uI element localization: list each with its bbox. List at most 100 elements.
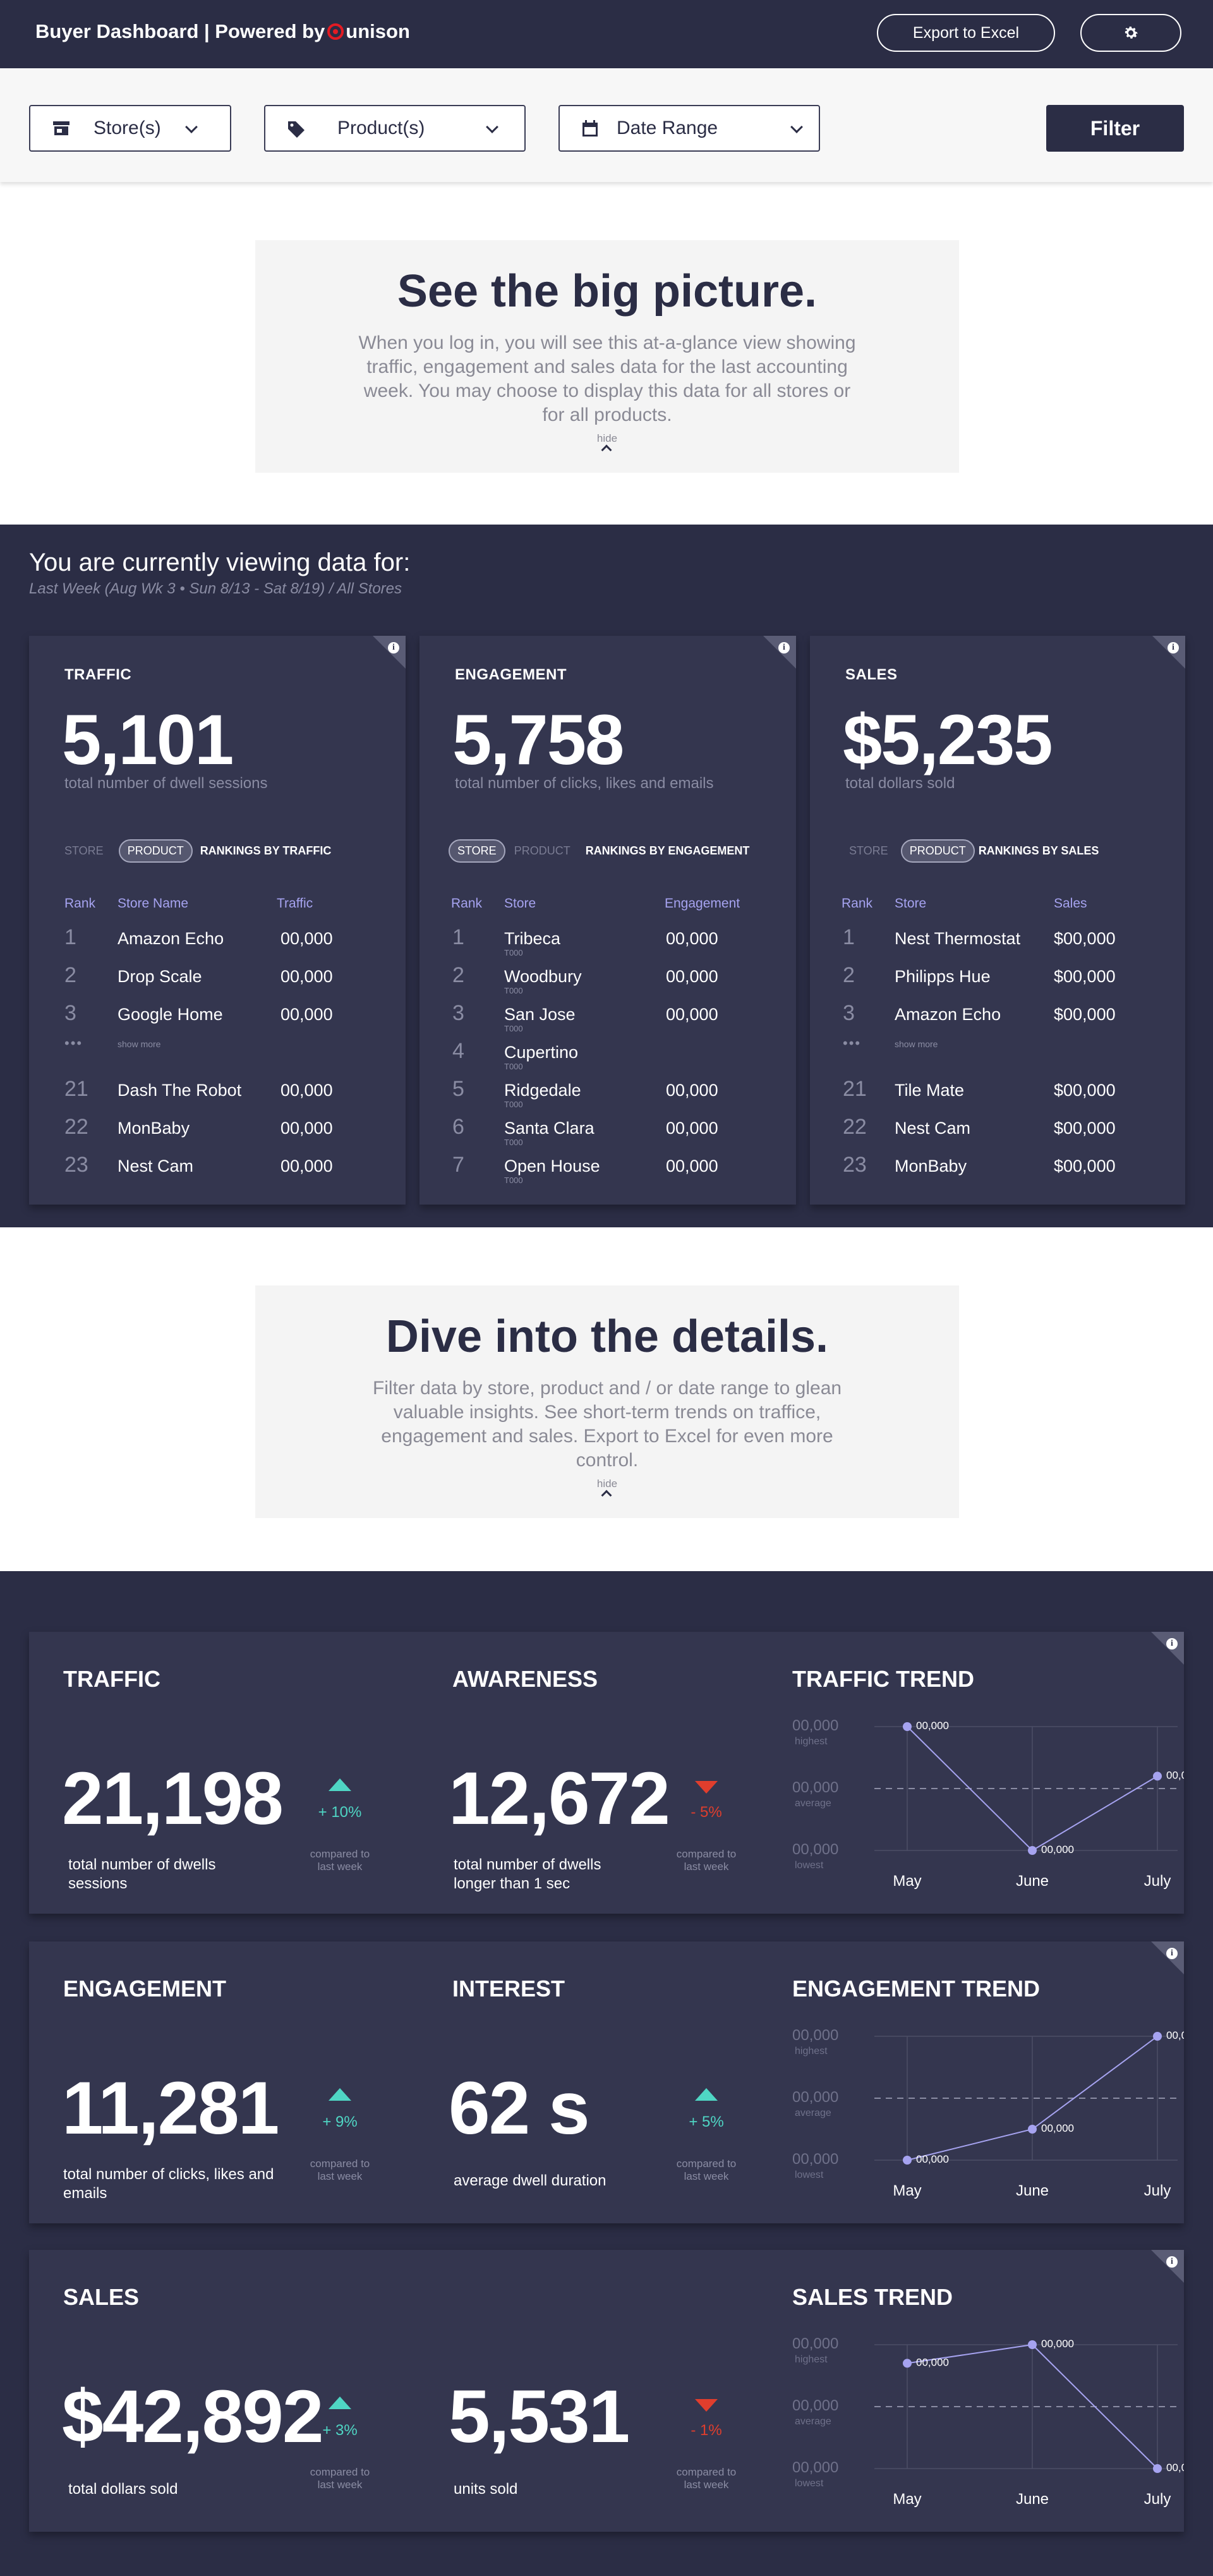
date-range-select[interactable]: Date Range: [558, 105, 820, 152]
metric-value: $42,892: [62, 2375, 324, 2458]
traffic-detail-card: i TRAFFIC 21,198 total number of dwells …: [29, 1632, 1184, 1914]
info-icon[interactable]: i: [1166, 1638, 1178, 1649]
toggle-store[interactable]: STORE: [849, 844, 888, 857]
trend-point: [1153, 2464, 1162, 2473]
row-name: Tile Mate: [895, 1081, 965, 1100]
chevron-down-icon: [185, 121, 198, 133]
row-name: Google Home: [118, 1005, 223, 1024]
row-rank: 2: [843, 963, 855, 987]
chevron-up-icon[interactable]: [601, 444, 612, 456]
store-code: T000: [504, 986, 523, 995]
compared-label: compared to last week: [310, 2158, 370, 2182]
metric-title: SALES: [63, 2284, 140, 2310]
chevron-up-icon[interactable]: [601, 1490, 612, 1501]
row-value: 00,000: [281, 929, 333, 948]
metric-title: INTEREST: [452, 1976, 565, 2002]
row-name: Philipps Hue: [895, 967, 991, 986]
card-title: TRAFFIC: [64, 666, 132, 683]
card-corner: [1151, 2250, 1184, 2283]
row-value: 00,000: [666, 929, 718, 948]
change-percent: - 1%: [691, 2422, 722, 2439]
show-more-link[interactable]: show more: [118, 1039, 161, 1049]
engagement-detail-card: i ENGAGEMENT 11,281 total number of clic…: [29, 1941, 1184, 2223]
filter-button[interactable]: Filter: [1046, 105, 1184, 152]
row-value: 00,000: [666, 1081, 718, 1100]
change-percent: + 5%: [689, 2113, 724, 2130]
info-icon[interactable]: i: [1168, 642, 1179, 653]
row-value: $00,000: [1054, 967, 1116, 986]
metric-title: ENGAGEMENT: [63, 1976, 227, 2002]
date-range-label: Date Range: [617, 118, 718, 138]
hide-link[interactable]: hide: [596, 1478, 618, 1490]
row-name: Amazon Echo: [118, 929, 224, 948]
product-select-label: Product(s): [337, 118, 425, 138]
info-icon[interactable]: i: [388, 642, 399, 653]
trend-up-icon: [329, 1778, 351, 1791]
store-code: T000: [504, 1062, 523, 1071]
product-select[interactable]: Product(s): [264, 105, 526, 152]
toggle-store[interactable]: STORE: [64, 844, 104, 857]
y-axis-value: 00,000: [792, 2027, 838, 2044]
change-percent: - 5%: [691, 1804, 722, 1821]
metric-value: 11,281: [62, 2067, 279, 2150]
export-label: Export to Excel: [912, 23, 1020, 42]
col-rank: Rank: [842, 896, 873, 911]
toggle-store[interactable]: STORE: [449, 839, 505, 863]
row-value: 00,000: [281, 967, 333, 986]
export-to-excel-button[interactable]: Export to Excel: [877, 14, 1055, 52]
brand-logo-text: unison: [346, 20, 410, 42]
row-value: $00,000: [1054, 1157, 1116, 1176]
metric-description: total number of dwells sessions: [68, 1856, 216, 1892]
hide-link[interactable]: hide: [596, 432, 618, 444]
store-code: T000: [504, 1100, 523, 1109]
toggle-product[interactable]: PRODUCT: [118, 839, 193, 863]
y-axis-value: 00,000: [792, 1779, 838, 1796]
row-value: 00,000: [666, 967, 718, 986]
store-code: T000: [504, 1176, 523, 1185]
x-axis-label: June: [1016, 1873, 1049, 1890]
rank-toggle: STORE PRODUCT RANKINGS BY SALES: [849, 837, 1099, 865]
info-icon[interactable]: i: [1166, 2256, 1178, 2268]
x-axis-label: May: [893, 2491, 921, 2508]
card-corner: [1151, 1632, 1184, 1665]
tag-icon: [288, 121, 305, 138]
row-value: 00,000: [666, 1157, 718, 1176]
row-rank: 3: [843, 1001, 855, 1025]
trend-svg: 00,000 highest 00,000 average 00,000 lowest Ma…: [792, 2027, 1184, 2199]
metric-description: total number of clicks, likes and emails: [63, 2166, 274, 2202]
toggle-product[interactable]: PRODUCT: [900, 839, 975, 863]
x-axis-label: June: [1016, 2491, 1049, 2508]
trend-svg: 00,000 highest 00,000 average 00,000 lowest Ma…: [792, 1717, 1184, 1890]
x-axis-label: July: [1144, 2491, 1171, 2508]
metric-value: 62 s: [449, 2067, 590, 2150]
sales-summary-card: i SALES $5,235 total dollars sold STORE …: [810, 636, 1185, 1205]
metric-title: TRAFFIC: [63, 1666, 160, 1692]
show-more-link[interactable]: show more: [895, 1039, 938, 1049]
row-value: 00,000: [281, 1119, 333, 1138]
info-icon[interactable]: i: [778, 642, 790, 653]
row-name: Drop Scale: [118, 967, 202, 986]
card-corner: [1152, 636, 1185, 669]
big-picture-callout: See the big picture. When you log in, yo…: [255, 240, 959, 473]
trend-up-icon: [695, 2088, 718, 2101]
point-label: 00,000: [916, 1720, 949, 1732]
row-value: 00,000: [666, 1119, 718, 1138]
col-value: Sales: [1054, 896, 1087, 911]
store-select[interactable]: Store(s): [29, 105, 231, 152]
compared-label: compared to last week: [310, 2466, 370, 2491]
info-icon[interactable]: i: [1166, 1948, 1178, 1959]
row-name: Nest Cam: [895, 1119, 971, 1138]
rankings-label: RANKINGS BY TRAFFIC: [200, 844, 332, 857]
store-code: T000: [504, 1138, 523, 1147]
trend-point: [903, 1722, 912, 1731]
trend-point: [1153, 1771, 1162, 1781]
y-axis-value: 00,000: [792, 1841, 838, 1858]
settings-button[interactable]: [1080, 14, 1181, 52]
row-rank: 23: [843, 1153, 867, 1177]
toggle-product[interactable]: PRODUCT: [514, 844, 570, 857]
row-value: 00,000: [281, 1157, 333, 1176]
card-value: 5,101: [62, 700, 234, 779]
col-rank: Rank: [451, 896, 483, 911]
metric-value: 21,198: [62, 1757, 284, 1840]
trend-point: [1028, 1846, 1037, 1855]
